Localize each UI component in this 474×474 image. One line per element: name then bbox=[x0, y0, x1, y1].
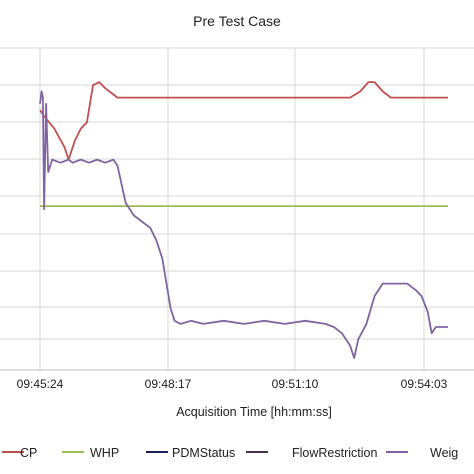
x-tick-label-2: 09:51:10 bbox=[272, 377, 319, 391]
chart-title: Pre Test Case bbox=[193, 13, 281, 29]
x-tick-label-3: 09:54:03 bbox=[401, 377, 448, 391]
legend-label-cp: CP bbox=[20, 446, 37, 460]
series-line-weig bbox=[39, 90, 448, 359]
x-tick-label-1: 09:48:17 bbox=[145, 377, 192, 391]
legend-label-whp: WHP bbox=[90, 446, 119, 460]
x-tick-label-0: 09:45:24 bbox=[17, 377, 64, 391]
series-line-cp bbox=[39, 81, 448, 161]
series-lines bbox=[39, 81, 448, 359]
grid bbox=[0, 47, 474, 371]
legend: CP WHP PDMStatus FlowRestriction Weig bbox=[2, 446, 458, 460]
legend-label-flowrestriction: FlowRestriction bbox=[292, 446, 377, 460]
x-tick-labels: 09:45:24 09:48:17 09:51:10 09:54:03 bbox=[17, 377, 448, 391]
x-axis-label: Acquisition Time [hh:mm:ss] bbox=[176, 405, 332, 419]
legend-label-pdmstatus: PDMStatus bbox=[172, 446, 235, 460]
legend-label-weig: Weig bbox=[430, 446, 458, 460]
